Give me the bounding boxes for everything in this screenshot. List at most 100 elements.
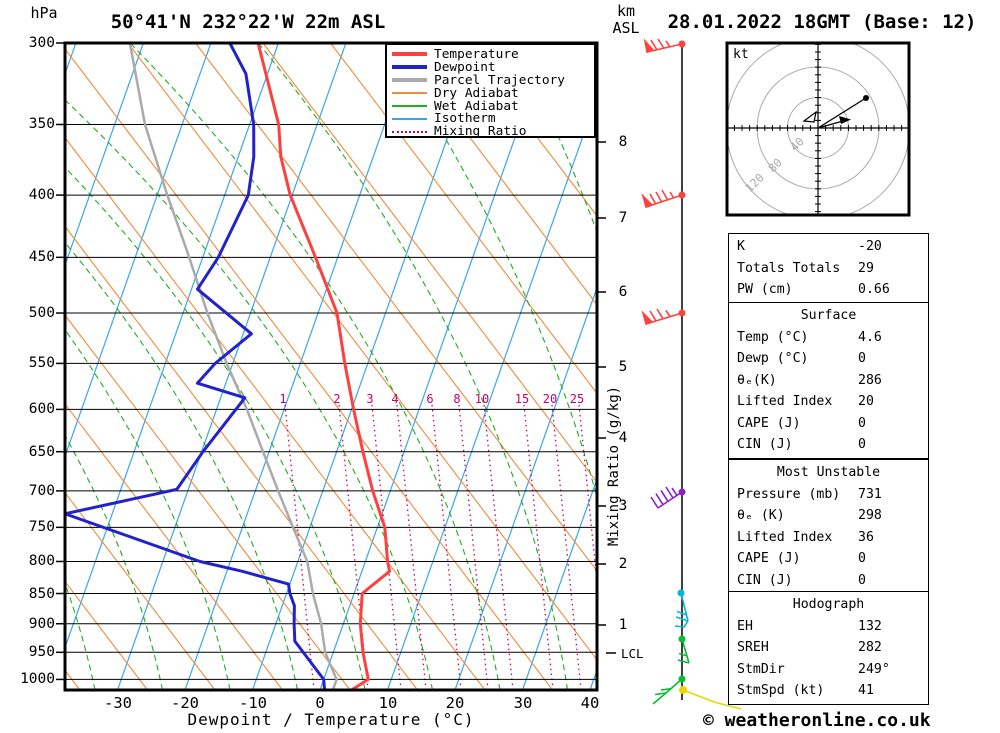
- stats-section-box: Most Unstable Pressure (mb) 731 θₑ (K) 298 Li…: [728, 459, 929, 594]
- legend-box: Temperature Dewpoint Parcel Trajectory Dry …: [385, 43, 596, 140]
- mixing-ratio-tick-label: 4: [391, 392, 399, 406]
- wind-barb: [652, 675, 686, 705]
- stats-section-header: Surface: [800, 308, 857, 324]
- legend-item: Temperature: [392, 47, 589, 62]
- legend-item: Parcel Trajectory: [392, 72, 589, 88]
- stats-row-value: 132: [858, 618, 882, 634]
- legend-item-label: Parcel Trajectory: [434, 72, 565, 88]
- temperature-tick-label: 40: [580, 694, 600, 712]
- pressure-tick-label: 700: [28, 483, 55, 499]
- stats-row-label: PW (cm): [737, 282, 793, 298]
- legend-swatch-line: [392, 65, 427, 70]
- pressure-tick-label: 500: [28, 305, 55, 321]
- hodograph-unit-label: kt: [733, 47, 749, 62]
- mixing-ratio-tick-label: 20: [542, 392, 558, 406]
- altitude-tick-label: 4: [618, 430, 628, 446]
- stats-section-box: K -20 Totals Totals 29 PW (cm) 0.66: [728, 233, 929, 304]
- stats-row: CIN (J) 0: [737, 434, 920, 456]
- stats-row-label: CAPE (J): [737, 551, 801, 567]
- temperature-tick-label: -10: [239, 694, 267, 712]
- isotherm-lines: [65, 43, 597, 690]
- altitude-tick-label: 3: [618, 498, 628, 514]
- temperature-tick-label: -20: [171, 694, 199, 712]
- stats-row-label: Totals Totals: [737, 260, 841, 276]
- plot-border: [63, 41, 599, 692]
- temperature-curve: [256, 43, 392, 690]
- legend-swatch-line: [392, 92, 427, 95]
- pressure-tick-label: 650: [28, 444, 55, 460]
- altitude-unit-label: km ASL: [612, 2, 640, 37]
- stats-row-value: 286: [858, 372, 882, 388]
- stats-row-value: 29: [858, 260, 874, 276]
- stats-row: Lifted Index 20: [737, 391, 920, 413]
- temperature-tick-label: 30: [513, 694, 533, 712]
- stats-row-label: CIN (J): [737, 437, 793, 453]
- mixing-ratio-tick-label: 8: [453, 392, 461, 406]
- stats-row-value: 249°: [858, 661, 890, 677]
- stats-row: SREH 282: [737, 637, 920, 659]
- wind-barb: [641, 189, 686, 209]
- legend-item-label: Mixing Ratio: [434, 124, 527, 140]
- stats-row: Dewp (°C) 0: [737, 348, 920, 370]
- hodograph-ring-label: 40: [787, 134, 807, 154]
- mixing-ratio-tick-label: 3: [366, 392, 374, 406]
- stats-row-label: StmDir: [737, 661, 785, 677]
- mixing-ratio-tick-label: 25: [569, 392, 585, 406]
- pressure-tick-label: 450: [28, 249, 55, 265]
- stats-row-value: 4.6: [858, 329, 882, 345]
- legend-item: Isotherm: [392, 111, 589, 126]
- station-title: 50°41'N 232°22'W 22m ASL: [110, 11, 386, 33]
- pressure-tick-label: 850: [28, 586, 55, 602]
- stats-section-box: Hodograph EH 132 SREH 282 StmDir 249° StmSpd (k…: [728, 591, 929, 705]
- pressure-unit-label: hPa: [30, 4, 58, 22]
- run-datetime-title: 28.01.2022 18GMT (Base: 12): [667, 11, 977, 33]
- pressure-tick-label: 600: [28, 401, 55, 417]
- stats-row: CAPE (J) 0: [737, 548, 920, 570]
- temperature-tick-label: -30: [104, 694, 132, 712]
- altitude-tick-label: 1: [618, 617, 628, 633]
- stats-row-value: 0.66: [858, 282, 890, 298]
- pressure-tick-label: 950: [28, 644, 55, 660]
- mixing-axis-title: Mixing Ratio (g/kg): [606, 385, 622, 547]
- wind-barb: [650, 486, 686, 509]
- axis-tick-marks: [56, 42, 616, 681]
- hodograph-ring-label: 120: [742, 170, 767, 195]
- pressure-tick-label: 300: [28, 35, 55, 51]
- stats-row: Pressure (mb) 731: [737, 484, 920, 506]
- legend-item: Dry Adiabat: [392, 86, 589, 101]
- temperature-tick-label: 20: [445, 694, 465, 712]
- stats-row: CIN (J) 0: [737, 570, 920, 592]
- mixing-ratio-tick-label: 1: [279, 392, 287, 406]
- wind-barb: [679, 686, 742, 710]
- stats-row-value: 41: [858, 683, 874, 699]
- stats-row: StmSpd (kt) 41: [737, 680, 920, 702]
- legend-item: Wet Adiabat: [392, 98, 589, 114]
- stats-row: CAPE (J) 0: [737, 413, 920, 435]
- legend-swatch-line: [392, 105, 427, 107]
- parcel-trajectory-curve: [128, 43, 338, 690]
- legend-swatch-line: [392, 117, 427, 120]
- temperature-tick-label: 0: [315, 694, 325, 712]
- stats-row-label: Pressure (mb): [737, 486, 841, 502]
- stats-row-value: -20: [858, 239, 882, 255]
- legend-swatch-line: [392, 52, 427, 57]
- stats-row: StmDir 249°: [737, 659, 920, 681]
- mixing-ratio-tick-label: 6: [426, 392, 434, 406]
- stats-section-header: Hodograph: [792, 597, 865, 613]
- hodograph-ring-label: 80: [765, 155, 785, 175]
- stats-row-value: 20: [858, 394, 874, 410]
- stats-row-label: Temp (°C): [737, 329, 809, 345]
- stats-row: Temp (°C) 4.6: [737, 327, 920, 349]
- stats-row-value: 298: [858, 508, 882, 524]
- lcl-label: LCL: [621, 646, 644, 661]
- legend-item-label: Wet Adiabat: [434, 98, 519, 114]
- pressure-tick-label: 750: [28, 519, 55, 535]
- stats-row-value: 36: [858, 529, 874, 545]
- stats-row: K -20: [737, 236, 920, 258]
- stats-row-label: CAPE (J): [737, 415, 801, 431]
- stats-row-value: 0: [858, 415, 866, 431]
- stats-row-label: SREH: [737, 640, 769, 656]
- stats-row-value: 731: [858, 486, 882, 502]
